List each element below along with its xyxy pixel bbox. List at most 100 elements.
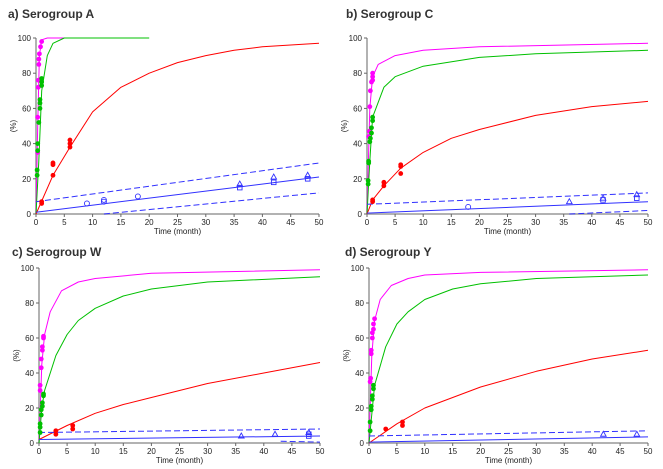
green-data-point xyxy=(41,391,46,397)
x-axis-label: Time (month) xyxy=(154,227,202,236)
green-data-point xyxy=(371,382,376,388)
panel-title: b) Serogroup C xyxy=(346,7,434,21)
red-data-point xyxy=(383,426,389,432)
red-data-point xyxy=(70,423,76,428)
blue-dashed-curve xyxy=(103,192,320,215)
blue-square-point xyxy=(306,431,312,438)
y-tick-label: 0 xyxy=(360,439,365,448)
green-data-point xyxy=(39,83,45,88)
magenta-solid-curve xyxy=(38,269,321,444)
magenta-data-point xyxy=(369,335,375,341)
y-tick-label: 100 xyxy=(21,264,35,273)
blue-square-point xyxy=(634,195,640,201)
x-tick-label: 10 xyxy=(419,218,428,227)
x-tick-label: 45 xyxy=(286,218,295,227)
red-data-point xyxy=(398,162,404,168)
x-tick-label: 15 xyxy=(119,447,128,456)
y-tick-label: 60 xyxy=(355,334,364,343)
green-data-point xyxy=(37,100,43,106)
x-tick-label: 45 xyxy=(615,218,624,227)
magenta-data-point xyxy=(368,347,374,353)
green-data-point xyxy=(367,139,373,145)
red-solid-curve xyxy=(366,100,649,215)
magenta-data-point xyxy=(37,382,43,388)
x-tick-label: 30 xyxy=(201,218,210,227)
green-data-point xyxy=(367,135,373,141)
green-data-point xyxy=(34,167,40,173)
magenta-data-point xyxy=(370,70,376,76)
green-data-point xyxy=(37,421,43,427)
blue-circle-point xyxy=(100,198,107,205)
magenta-data-point xyxy=(370,74,376,80)
green-data-point xyxy=(371,386,376,392)
x-tick-label: 25 xyxy=(504,447,513,456)
y-axis-label: (%) xyxy=(9,119,18,132)
blue-triangle-point xyxy=(236,180,244,187)
y-tick-label: 40 xyxy=(353,140,362,149)
blue-triangle-point xyxy=(633,430,641,437)
green-data-point xyxy=(367,428,373,434)
y-axis-label: (%) xyxy=(342,349,351,362)
blue-circle-point xyxy=(100,196,107,203)
green-data-point xyxy=(39,76,45,81)
blue-square-point xyxy=(237,184,243,191)
y-tick-label: 40 xyxy=(22,140,31,149)
panel-c: c) Serogroup W 0 5 10 15 20 25 30 35 40 45 50 0 20 40 6… xyxy=(12,245,325,465)
green-solid-curve xyxy=(366,49,649,215)
red-data-point xyxy=(39,199,45,205)
magenta-data-point xyxy=(39,347,45,353)
blue-triangle-point xyxy=(565,197,573,205)
blue-triangle-point xyxy=(599,430,607,437)
red-data-point xyxy=(67,141,73,147)
y-tick-label: 100 xyxy=(349,34,363,43)
panel-title: a) Serogroup A xyxy=(8,7,95,21)
red-data-point xyxy=(381,183,387,189)
green-data-point xyxy=(370,118,376,124)
blue-dashed-curve xyxy=(366,192,649,205)
blue-triangle-point xyxy=(270,173,278,180)
x-tick-label: 35 xyxy=(230,218,239,227)
red-data-point xyxy=(400,423,405,428)
green-data-point xyxy=(367,419,373,425)
panel-a: a) Serogroup A 0 5 10 15 20 25 30 35 40 45 50 0 20 40 6… xyxy=(8,7,324,236)
red-data-point xyxy=(67,144,73,150)
x-axis-label: Time (month) xyxy=(484,227,532,236)
y-tick-label: 20 xyxy=(22,175,31,184)
x-tick-label: 30 xyxy=(532,447,541,456)
magenta-data-point xyxy=(368,375,374,381)
y-tick-label: 40 xyxy=(25,369,34,378)
green-solid-curve xyxy=(35,37,150,215)
y-tick-label: 0 xyxy=(30,439,35,448)
red-data-point xyxy=(50,172,56,178)
x-tick-label: 20 xyxy=(147,447,156,456)
x-tick-label: 15 xyxy=(116,218,125,227)
blue-triangle-point xyxy=(271,430,279,437)
x-tick-label: 30 xyxy=(203,447,212,456)
y-tick-label: 60 xyxy=(353,104,362,113)
red-data-point xyxy=(70,426,76,432)
x-tick-label: 20 xyxy=(475,218,484,227)
x-tick-label: 50 xyxy=(644,218,653,227)
y-axis-label: (%) xyxy=(12,349,21,362)
blue-solid-curve xyxy=(368,436,649,443)
green-data-point xyxy=(369,396,375,402)
y-tick-label: 80 xyxy=(355,299,364,308)
red-data-point xyxy=(53,428,59,434)
green-data-point xyxy=(39,400,45,406)
green-data-point xyxy=(37,106,43,111)
x-tick-label: 5 xyxy=(65,447,70,456)
blue-circle-point xyxy=(83,200,90,207)
red-data-point xyxy=(381,179,387,185)
green-data-point xyxy=(37,424,43,430)
magenta-data-point xyxy=(38,44,43,50)
magenta-data-point xyxy=(38,365,44,371)
x-tick-label: 40 xyxy=(258,218,267,227)
red-data-point xyxy=(370,197,376,203)
x-axis-label: Time (month) xyxy=(156,456,204,465)
green-data-point xyxy=(37,430,43,435)
green-data-point xyxy=(39,403,45,409)
magenta-data-point xyxy=(372,316,377,322)
red-data-point xyxy=(53,431,59,437)
green-data-point xyxy=(370,114,376,120)
